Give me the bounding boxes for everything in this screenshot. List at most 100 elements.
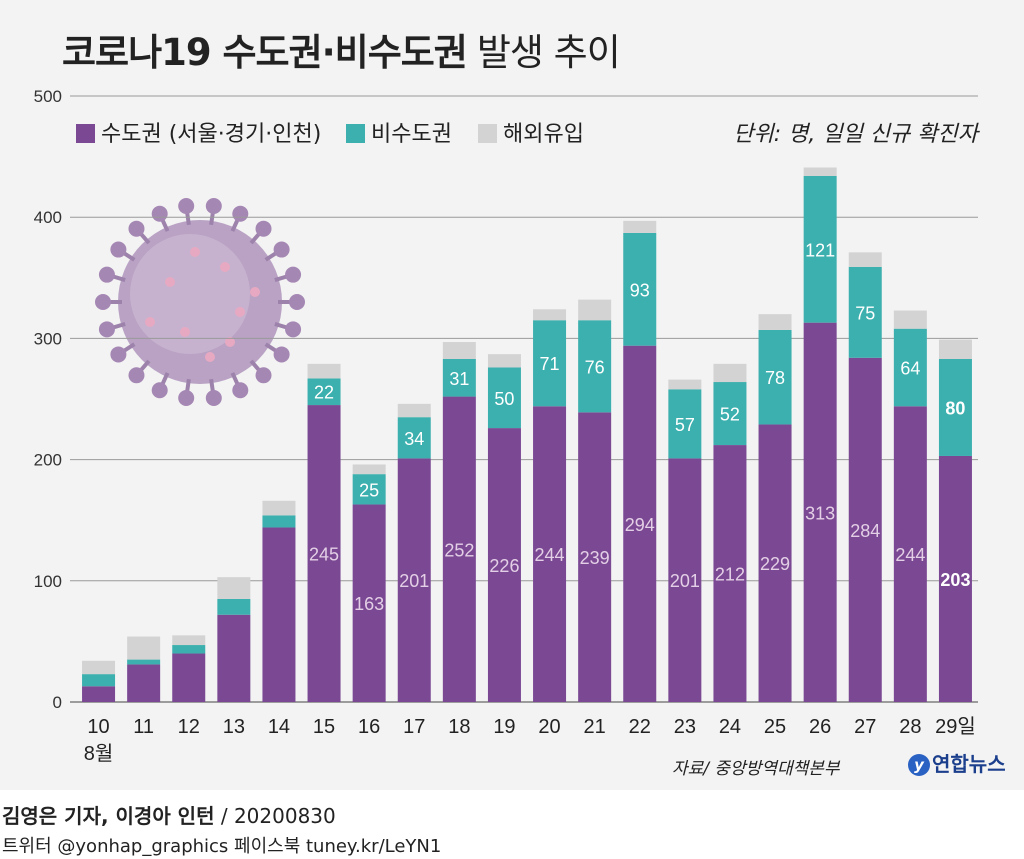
- virus-protein: [165, 277, 175, 287]
- bar-capital: [758, 424, 792, 702]
- bar-noncapital: [533, 320, 567, 407]
- virus-protein: [205, 352, 215, 362]
- bar-overseas: [848, 252, 882, 267]
- bar-capital: [487, 428, 521, 702]
- data-label-noncapital: 71: [540, 354, 560, 374]
- virus-spike-head: [285, 266, 302, 283]
- bar-overseas: [713, 363, 747, 383]
- data-label-noncapital: 25: [359, 480, 379, 500]
- virus-spike-head: [273, 241, 290, 258]
- data-label-noncapital: 22: [314, 383, 334, 403]
- bar-capital: [713, 445, 747, 702]
- x-tick-label: 19: [493, 716, 515, 738]
- legend-swatch-overseas: [478, 124, 497, 143]
- data-label-noncapital: 64: [900, 358, 920, 378]
- social-links: 트위터 @yonhap_graphics 페이스북 tuney.kr/LeYN1: [2, 836, 442, 857]
- chart-area: 0 100 200 300 400 500 245 22 163 25 201 34 252 31 226…: [0, 0, 1024, 790]
- virus-spike-head: [128, 367, 145, 384]
- bar-overseas: [533, 309, 567, 321]
- legend-item-overseas: 해외유입: [478, 116, 584, 148]
- x-tick-label: 21: [584, 716, 606, 738]
- data-label-capital: 294: [625, 515, 655, 535]
- virus-spike-head: [95, 294, 111, 310]
- data-label-capital: 239: [580, 548, 610, 568]
- virus-spike-head: [285, 321, 302, 338]
- bar-capital: [397, 458, 431, 702]
- virus-spike-head: [205, 197, 222, 214]
- bar-overseas: [442, 342, 476, 360]
- legend-label-overseas: 해외유입: [503, 122, 584, 147]
- x-tick-label: 26: [809, 716, 831, 738]
- legend-item-noncapital: 비수도권: [346, 116, 452, 148]
- x-tick-label: 22: [629, 716, 651, 738]
- x-tick-label: 28: [899, 716, 921, 738]
- x-tick-label: 17: [403, 716, 425, 738]
- bar-noncapital: [668, 389, 702, 459]
- data-label-noncapital: 121: [805, 240, 835, 260]
- bar-overseas: [352, 464, 386, 475]
- virus-protein: [190, 247, 200, 257]
- data-label-noncapital: 34: [404, 429, 424, 449]
- bar-capital: [352, 504, 386, 702]
- x-tick-label: 10: [87, 716, 109, 738]
- x-tick-label: 12: [178, 716, 200, 738]
- x-tick-label: 25: [764, 716, 786, 738]
- bar-overseas: [217, 577, 251, 599]
- virus-spike-head: [98, 266, 115, 283]
- x-tick-label: 16: [358, 716, 380, 738]
- bar-overseas: [668, 379, 702, 390]
- x-tick-label: 18: [448, 716, 470, 738]
- title-subtitle: 발생 추이: [476, 31, 621, 74]
- x-tick-label: 15: [313, 716, 335, 738]
- x-tick-label: 27: [854, 716, 876, 738]
- virus-spike-head: [255, 367, 272, 384]
- bar-noncapital: [352, 474, 386, 505]
- bar-capital: [442, 396, 476, 702]
- virus-spike-head: [128, 220, 145, 237]
- bar-capital: [82, 686, 116, 702]
- data-label-capital: 244: [895, 545, 925, 565]
- virus-spike-head: [178, 197, 195, 214]
- data-label-noncapital: 76: [585, 357, 605, 377]
- bar-capital: [533, 406, 567, 702]
- month-label: 8월: [84, 742, 114, 765]
- virus-highlight: [130, 234, 250, 354]
- legend-swatch-capital: [76, 124, 95, 143]
- yonhap-logo-text: 연합뉴스: [932, 752, 1006, 776]
- y-tick-label: 100: [34, 572, 62, 591]
- legend-label-noncapital: 비수도권: [371, 122, 452, 147]
- data-label-capital: 212: [715, 565, 745, 585]
- data-label-noncapital: 57: [675, 415, 695, 435]
- legend-item-capital: 수도권 (서울·경기·인천): [76, 116, 321, 148]
- x-tick-label: 11: [133, 716, 154, 738]
- virus-spike-head: [151, 382, 168, 399]
- y-tick-label: 500: [34, 87, 62, 106]
- bar-overseas: [623, 220, 657, 233]
- bar-noncapital: [82, 674, 116, 687]
- bar-overseas: [82, 660, 116, 675]
- bar-capital: [217, 614, 251, 702]
- bar-noncapital: [578, 320, 612, 413]
- bar-noncapital: [397, 417, 431, 459]
- data-label-capital: 244: [535, 545, 565, 565]
- x-tick-label: 24: [719, 716, 741, 738]
- virus-protein: [250, 287, 260, 297]
- bars: 245 22 163 25 201 34 252 31 226 50 244 71 239 76 294 93…: [82, 167, 972, 702]
- bar-overseas: [127, 636, 161, 660]
- bar-overseas: [578, 299, 612, 321]
- y-tick-label: 300: [34, 329, 62, 348]
- virus-spike-head: [232, 205, 249, 222]
- byline-names: 김영은 기자, 이경아 인턴: [2, 804, 215, 828]
- bar-capital: [172, 653, 206, 702]
- virus-spike-head: [255, 220, 272, 237]
- data-label-capital: 226: [489, 556, 519, 576]
- data-label-capital: 201: [670, 571, 700, 591]
- y-tick-label: 0: [53, 693, 62, 712]
- x-tick-label: 14: [268, 716, 290, 738]
- virus-protein: [225, 337, 235, 347]
- yonhap-logo-icon: y: [908, 754, 930, 776]
- source-label: 자료/ 중앙방역대책본부: [672, 759, 840, 779]
- bar-noncapital: [803, 175, 837, 323]
- bar-capital: [938, 455, 972, 702]
